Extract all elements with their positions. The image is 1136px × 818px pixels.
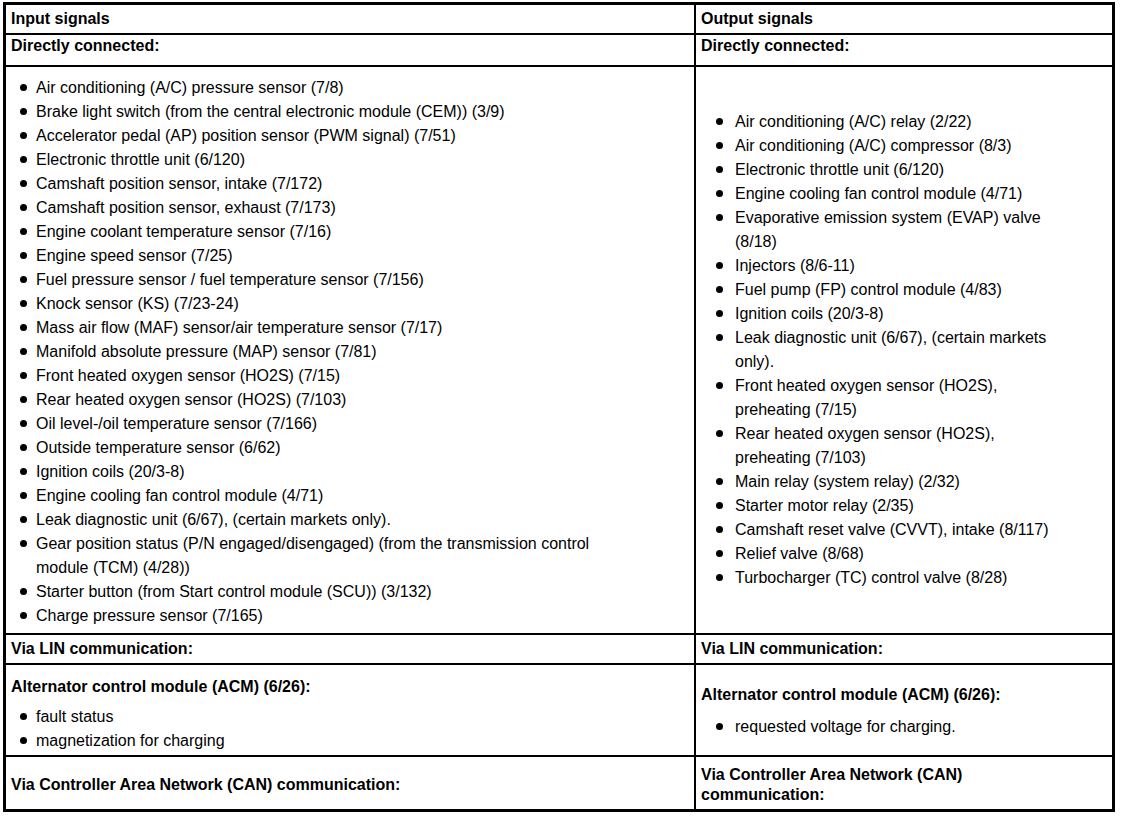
- list-item: Air conditioning (A/C) pressure sensor (…: [6, 76, 694, 100]
- list-item: Leak diagnostic unit (6/67), (certain ma…: [6, 508, 694, 532]
- output-directly-connected-cell: Air conditioning (A/C) relay (2/22)Air c…: [696, 67, 1112, 633]
- list-item: Front heated oxygen sensor (HO2S), prehe…: [696, 374, 1112, 422]
- list-item: Electronic throttle unit (6/120): [6, 148, 694, 172]
- input-directly-connected-cell: Air conditioning (A/C) pressure sensor (…: [6, 67, 696, 633]
- output-signals-header: Output signals: [696, 5, 1112, 33]
- list-item: fault status: [6, 705, 694, 729]
- list-item: Outside temperature sensor (6/62): [6, 436, 694, 460]
- directly-connected-row: Directly connected: Directly connected:: [6, 35, 1112, 67]
- list-item: Oil level-/oil temperature sensor (7/166…: [6, 412, 694, 436]
- list-item: Camshaft position sensor, intake (7/172): [6, 172, 694, 196]
- list-item: magnetization for charging: [6, 729, 694, 753]
- list-item: Electronic throttle unit (6/120): [696, 158, 1112, 182]
- list-item: Engine speed sensor (7/25): [6, 244, 694, 268]
- via-lin-row: Via LIN communication: Via LIN communica…: [6, 635, 1112, 665]
- list-item: Ignition coils (20/3-8): [696, 302, 1112, 326]
- input-acm-heading: Alternator control module (ACM) (6/26):: [6, 673, 694, 697]
- output-directly-connected-list: Air conditioning (A/C) relay (2/22)Air c…: [696, 110, 1112, 590]
- list-item: Engine cooling fan control module (4/71): [696, 182, 1112, 206]
- list-item: Leak diagnostic unit (6/67), (certain ma…: [696, 326, 1112, 374]
- list-item: Camshaft position sensor, exhaust (7/173…: [6, 196, 694, 220]
- list-item: Camshaft reset valve (CVVT), intake (8/1…: [696, 518, 1112, 542]
- output-directly-connected-label: Directly connected:: [696, 35, 1112, 65]
- list-item: Relief valve (8/68): [696, 542, 1112, 566]
- input-acm-list: fault statusmagnetization for charging: [6, 705, 694, 753]
- list-item: requested voltage for charging.: [696, 715, 1112, 739]
- list-item: Main relay (system relay) (2/32): [696, 470, 1112, 494]
- list-item: Turbocharger (TC) control valve (8/28): [696, 566, 1112, 590]
- input-via-lin-label: Via LIN communication:: [6, 635, 696, 663]
- list-item: Gear position status (P/N engaged/diseng…: [6, 532, 694, 580]
- via-can-row: Via Controller Area Network (CAN) commun…: [6, 757, 1112, 809]
- list-item: Fuel pump (FP) control module (4/83): [696, 278, 1112, 302]
- output-acm-list: requested voltage for charging.: [696, 715, 1112, 739]
- list-item: Air conditioning (A/C) relay (2/22): [696, 110, 1112, 134]
- list-item: Injectors (8/6-11): [696, 254, 1112, 278]
- list-item: Evaporative emission system (EVAP) valve…: [696, 206, 1112, 254]
- table-header-row: Input signals Output signals: [6, 5, 1112, 35]
- output-via-lin-label: Via LIN communication:: [696, 635, 1112, 663]
- list-item: Rear heated oxygen sensor (HO2S) (7/103): [6, 388, 694, 412]
- input-acm-cell: Alternator control module (ACM) (6/26): …: [6, 665, 696, 755]
- list-item: Brake light switch (from the central ele…: [6, 100, 694, 124]
- list-item: Starter button (from Start control modul…: [6, 580, 694, 604]
- output-via-can-label: Via Controller Area Network (CAN) commun…: [696, 757, 1112, 809]
- list-item: Engine cooling fan control module (4/71): [6, 484, 694, 508]
- list-item: Charge pressure sensor (7/165): [6, 604, 694, 628]
- list-item: Air conditioning (A/C) compressor (8/3): [696, 134, 1112, 158]
- list-item: Front heated oxygen sensor (HO2S) (7/15): [6, 364, 694, 388]
- list-item: Rear heated oxygen sensor (HO2S), prehea…: [696, 422, 1112, 470]
- input-directly-connected-label: Directly connected:: [6, 35, 696, 65]
- input-directly-connected-list: Air conditioning (A/C) pressure sensor (…: [6, 76, 694, 628]
- directly-connected-lists-row: Air conditioning (A/C) pressure sensor (…: [6, 67, 1112, 635]
- list-item: Starter motor relay (2/35): [696, 494, 1112, 518]
- list-item: Fuel pressure sensor / fuel temperature …: [6, 268, 694, 292]
- output-acm-cell: Alternator control module (ACM) (6/26): …: [696, 665, 1112, 755]
- input-signals-header: Input signals: [6, 5, 696, 33]
- signals-table: Input signals Output signals Directly co…: [3, 2, 1115, 812]
- input-via-can-label: Via Controller Area Network (CAN) commun…: [6, 757, 696, 809]
- list-item: Mass air flow (MAF) sensor/air temperatu…: [6, 316, 694, 340]
- list-item: Knock sensor (KS) (7/23-24): [6, 292, 694, 316]
- list-item: Accelerator pedal (AP) position sensor (…: [6, 124, 694, 148]
- list-item: Ignition coils (20/3-8): [6, 460, 694, 484]
- list-item: Engine coolant temperature sensor (7/16): [6, 220, 694, 244]
- list-item: Manifold absolute pressure (MAP) sensor …: [6, 340, 694, 364]
- output-acm-heading: Alternator control module (ACM) (6/26):: [696, 681, 1112, 705]
- acm-row: Alternator control module (ACM) (6/26): …: [6, 665, 1112, 757]
